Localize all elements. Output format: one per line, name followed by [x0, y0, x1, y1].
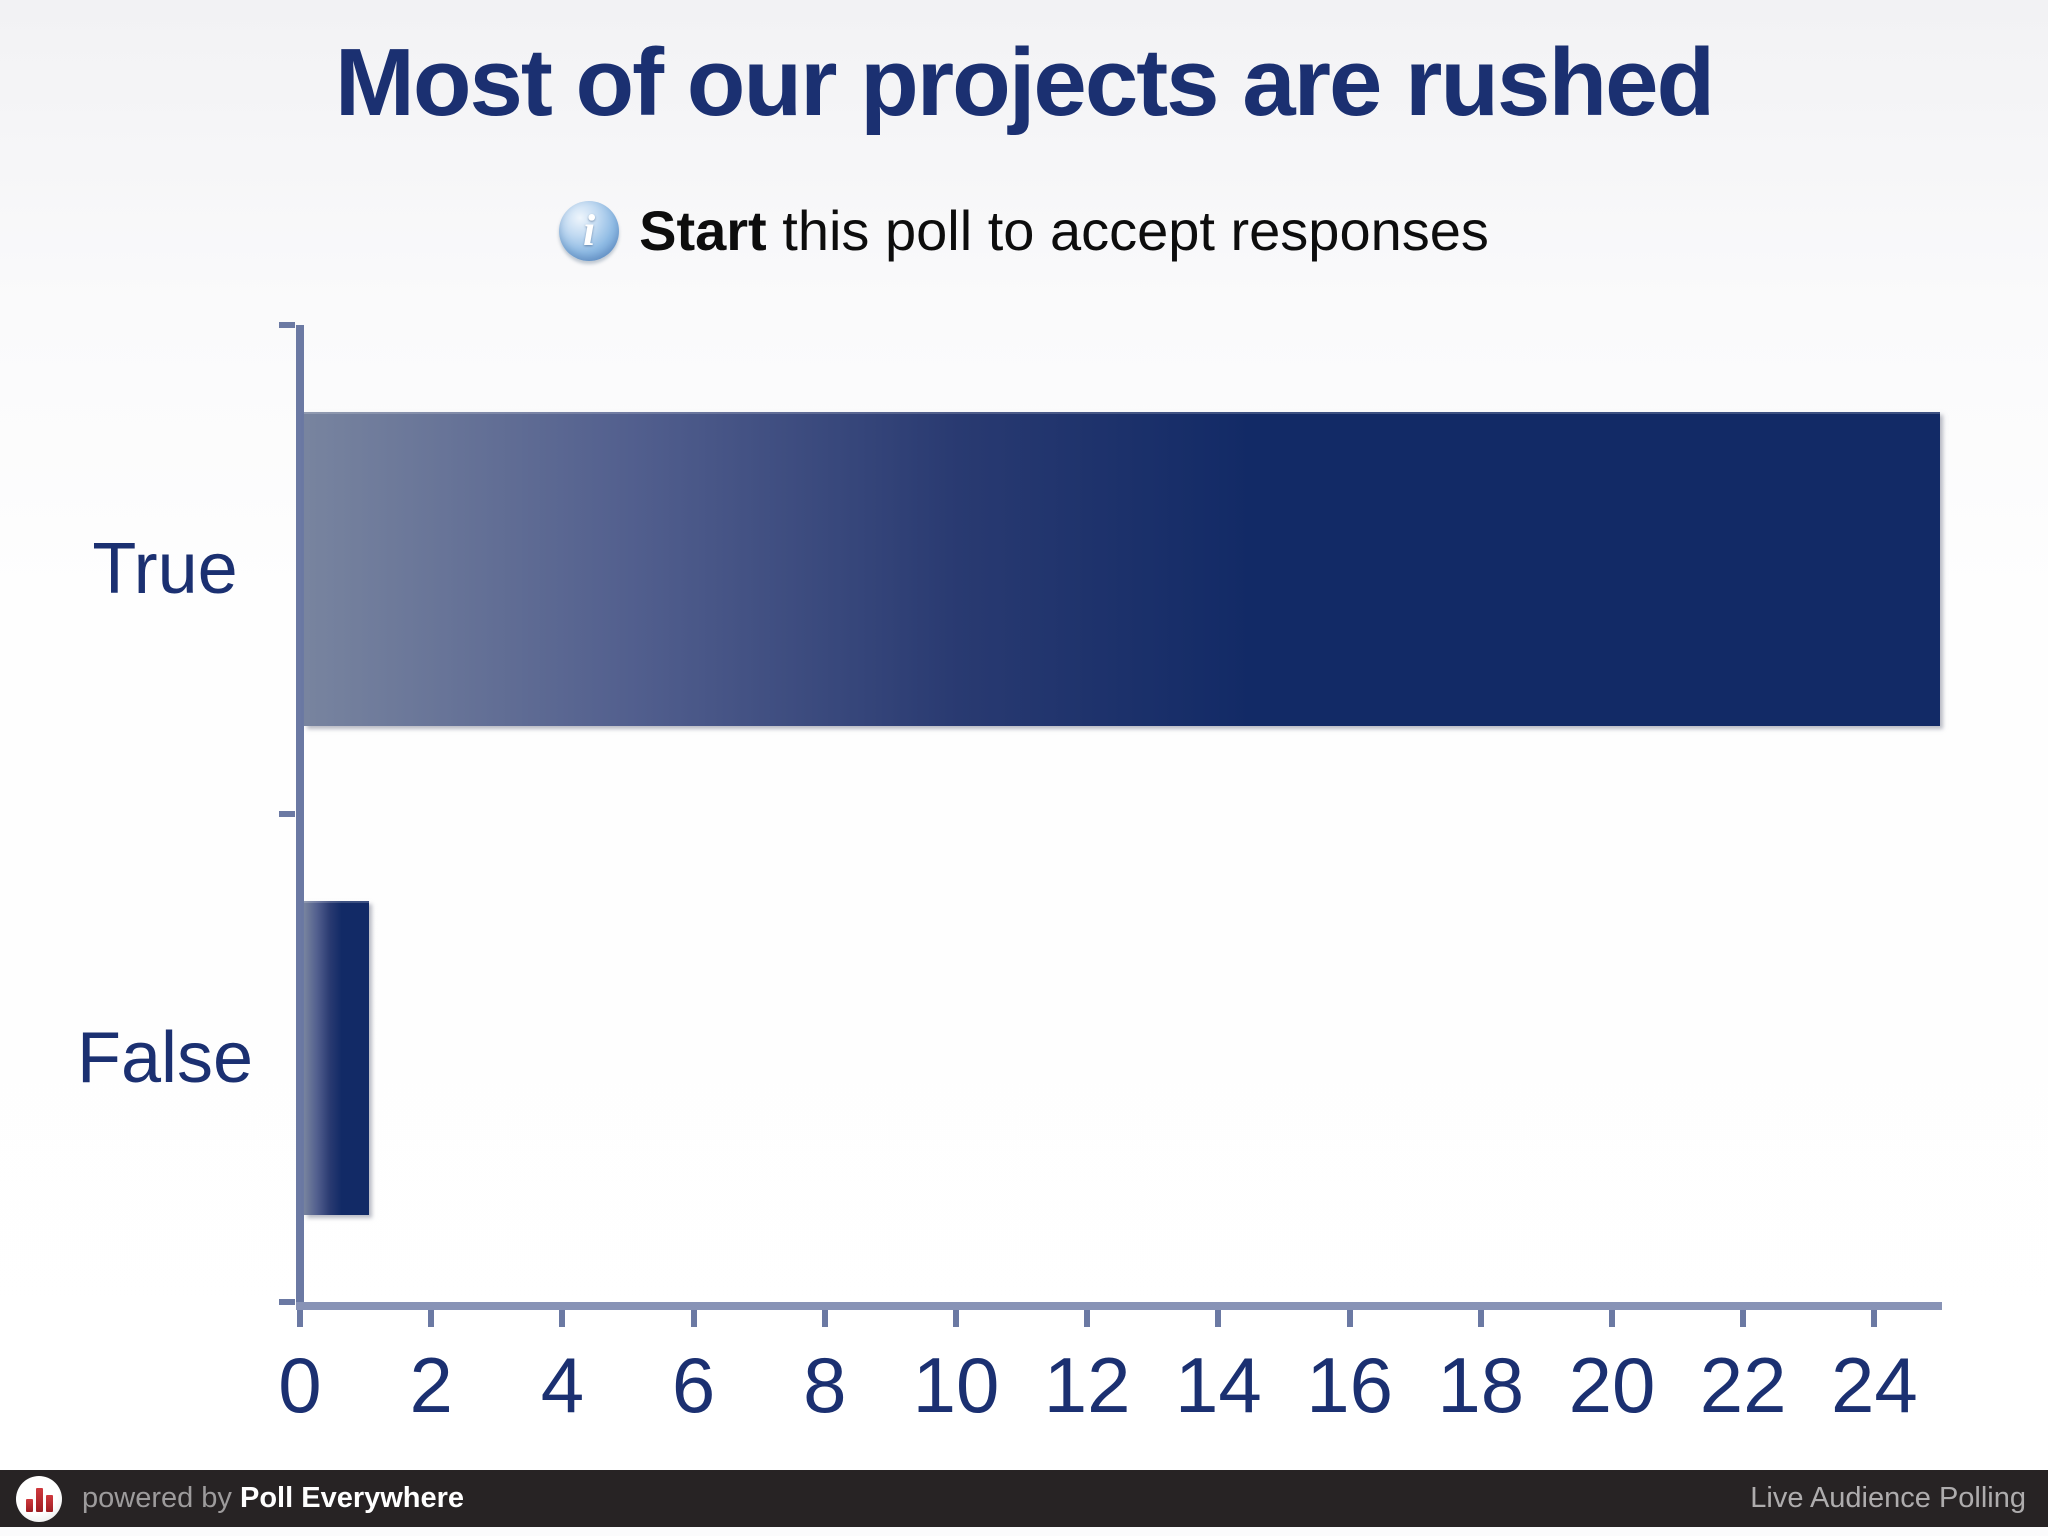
bar-true	[304, 412, 1940, 727]
x-axis-tick	[428, 1310, 435, 1327]
powered-by-prefix: powered by	[82, 1482, 240, 1514]
y-axis-tick	[279, 810, 295, 817]
x-axis-tick-label: 0	[278, 1341, 322, 1429]
x-axis-tick	[297, 1310, 303, 1327]
bottom-strip	[0, 1527, 2048, 1536]
powered-by-link[interactable]: powered by Poll Everywhere	[82, 1482, 464, 1515]
x-axis-tick	[821, 1310, 828, 1327]
x-axis-tick	[1346, 1310, 1353, 1327]
category-label-false: False	[76, 1017, 254, 1098]
x-axis-line	[296, 1302, 1942, 1310]
x-axis-tick-label: 14	[1175, 1341, 1262, 1429]
x-axis-tick	[953, 1310, 959, 1327]
info-icon: i	[559, 200, 620, 261]
x-axis-tick-label: 10	[912, 1341, 1000, 1429]
footer-bar: powered by Poll Everywhere Live Audience…	[0, 1470, 2048, 1527]
footer-right-text: Live Audience Polling	[1750, 1482, 2026, 1514]
x-axis-tick	[1871, 1310, 1878, 1327]
brand-name: Poll Everywhere	[240, 1482, 465, 1514]
x-axis-tick-label: 2	[409, 1341, 453, 1429]
category-label-true: True	[92, 529, 238, 610]
y-axis-tick	[279, 1299, 295, 1305]
x-axis-tick	[1215, 1310, 1222, 1327]
status-action-word: Start	[639, 199, 767, 262]
x-axis-tick-label: 12	[1043, 1341, 1131, 1429]
y-axis-line	[296, 325, 304, 1309]
x-axis-tick	[1740, 1310, 1747, 1327]
x-axis-tick-label: 24	[1831, 1341, 1918, 1429]
x-axis-tick-label: 4	[540, 1341, 585, 1429]
status-message: this poll to accept responses	[766, 199, 1489, 262]
x-axis-tick	[690, 1310, 697, 1327]
x-axis-tick-label: 18	[1437, 1341, 1525, 1429]
x-axis-tick	[1477, 1310, 1484, 1327]
x-axis-tick-label: 16	[1306, 1341, 1393, 1429]
poll-status-line: i Start this poll to accept responses	[0, 198, 2048, 263]
x-axis-tick-label: 20	[1568, 1341, 1656, 1429]
bar-chart-logo-icon	[16, 1475, 62, 1522]
x-axis-tick	[1084, 1310, 1091, 1327]
x-axis-tick	[559, 1310, 566, 1327]
y-axis-tick	[279, 322, 295, 328]
x-axis-tick-label: 22	[1699, 1341, 1787, 1429]
x-axis-tick	[1609, 1310, 1615, 1327]
x-axis-tick-label: 8	[803, 1341, 847, 1429]
poll-status-text: Start this poll to accept responses	[639, 198, 1489, 263]
x-axis-tick-label: 6	[671, 1341, 716, 1429]
bar-false	[304, 900, 369, 1215]
page-title: Most of our projects are rushed	[334, 29, 1715, 136]
